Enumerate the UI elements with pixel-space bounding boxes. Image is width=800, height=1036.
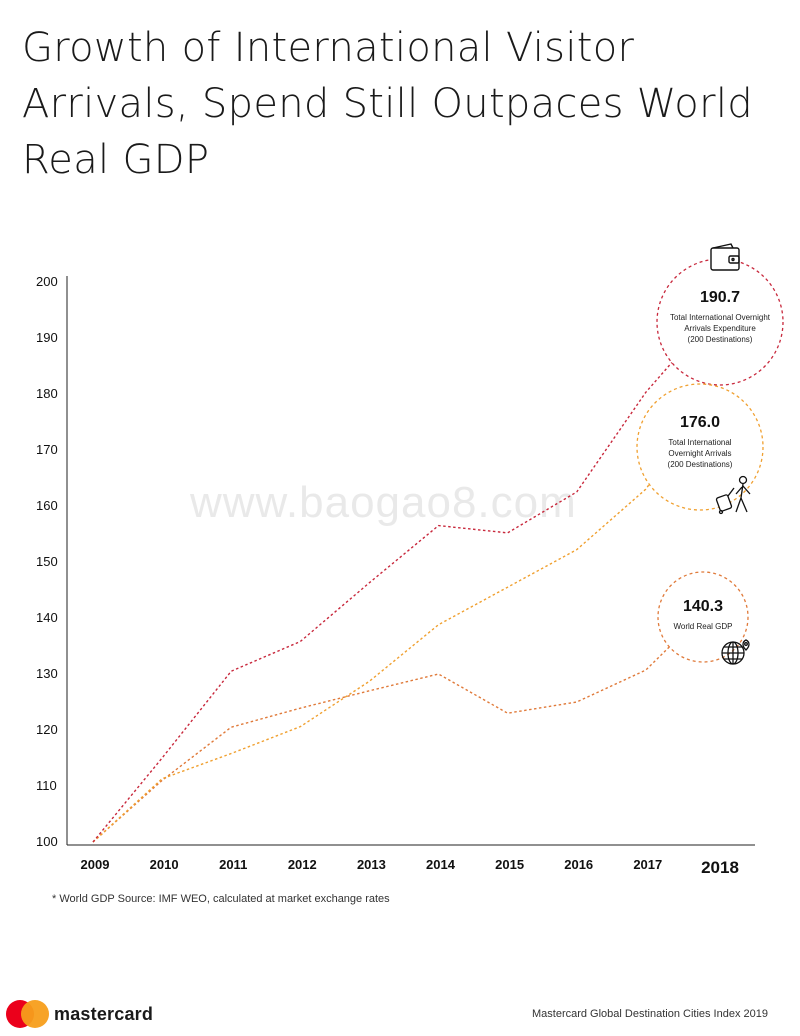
globe-pin-icon [721, 639, 750, 665]
mastercard-circles-icon [6, 1000, 49, 1028]
x-tick-label: 2014 [426, 857, 456, 872]
source-credit: Mastercard Global Destination Cities Ind… [531, 1008, 768, 1020]
callout-expenditure: 190.7 Total International Overnight Arriva… [656, 258, 784, 386]
callout-circle [657, 571, 749, 663]
chart-title: Growth of International Visitor Arrivals… [22, 25, 753, 183]
y-tick-label: 130 [36, 666, 58, 681]
series-name-label: Total International [668, 438, 731, 447]
data-label: 140.3 [683, 598, 723, 615]
series-line [92, 640, 677, 843]
series-name-label: Total International Overnight [670, 313, 771, 322]
data-label: 190.7 [700, 289, 740, 306]
y-tick-label: 110 [36, 778, 57, 793]
wallet-icon [710, 243, 740, 271]
y-tick-label: 200 [36, 274, 58, 289]
mastercard-logo: mastercard [6, 1000, 153, 1028]
footnote: * World GDP Source: IMF WEO, calculated … [52, 893, 390, 905]
series-name-label: Overnight Arrivals [668, 449, 731, 458]
series-name-label: Arrivals Expenditure [684, 324, 756, 333]
callout-circle [636, 383, 764, 511]
series-line [92, 448, 675, 843]
x-tick-label: 2017 [633, 857, 662, 872]
x-tick-label: 2012 [288, 857, 317, 872]
x-tick-label: 2018 [701, 858, 739, 877]
y-tick-label: 180 [36, 386, 58, 401]
series-line [92, 359, 675, 843]
x-tick-label: 2009 [81, 857, 110, 872]
data-label: 176.0 [680, 414, 720, 431]
y-tick-label: 120 [36, 722, 58, 737]
x-tick-label: 2015 [495, 857, 524, 872]
x-tick-label: 2011 [219, 857, 247, 872]
callout-arrivals: 176.0 Total International Overnight Arriva… [636, 383, 764, 511]
y-tick-label: 140 [36, 610, 58, 625]
y-tick-label: 150 [36, 554, 58, 569]
brand-name: mastercard [54, 1003, 154, 1024]
line-chart: 100 110 120 130 140 150 160 170 180 190 200 2009 201… [36, 243, 784, 877]
x-tick-label: 2016 [564, 857, 593, 872]
series-name-label: World Real GDP [674, 622, 733, 631]
callout-circle [656, 258, 784, 386]
x-tick-label: 2010 [150, 857, 179, 872]
series-name-label: (200 Destinations) [688, 335, 753, 344]
series-name-label: (200 Destinations) [668, 460, 733, 469]
watermark: www.baogao8.com [190, 478, 577, 527]
y-tick-label: 190 [36, 330, 58, 345]
y-tick-label: 100 [36, 834, 58, 849]
callout-gdp: 140.3 World Real GDP [657, 571, 749, 663]
x-tick-label: 2013 [357, 857, 386, 872]
y-tick-label: 160 [36, 498, 58, 513]
traveler-icon [715, 475, 751, 515]
y-tick-label: 170 [36, 442, 58, 457]
